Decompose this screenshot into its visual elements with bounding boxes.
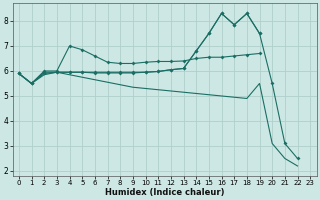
X-axis label: Humidex (Indice chaleur): Humidex (Indice chaleur) (105, 188, 224, 197)
